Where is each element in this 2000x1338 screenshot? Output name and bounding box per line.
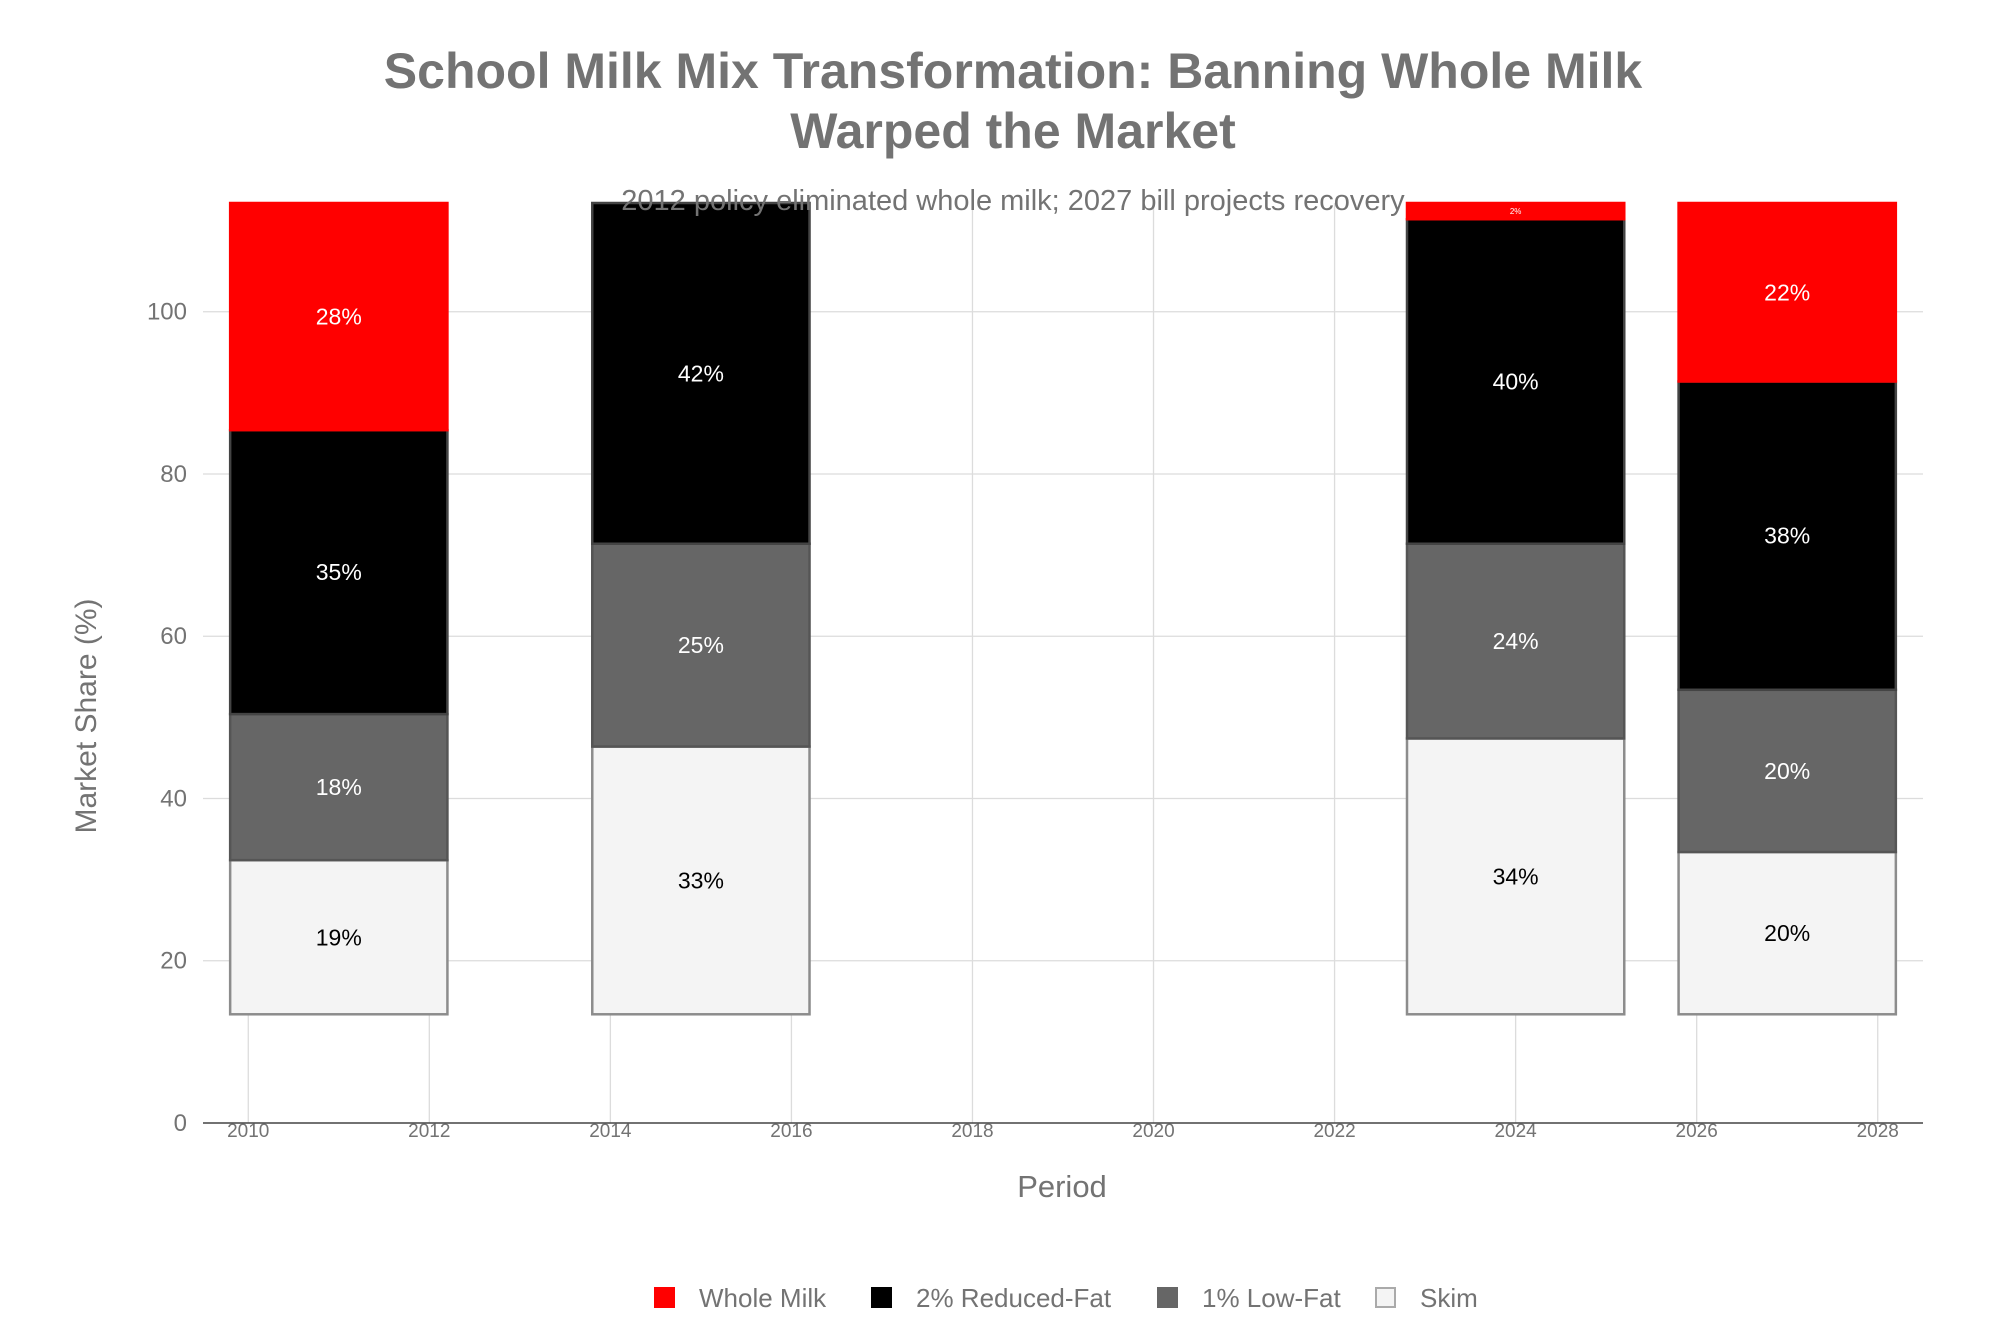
x-tick-label: 2016: [770, 1121, 812, 1142]
bar-value-label: 25%: [678, 632, 724, 658]
legend-label: 1% Low-Fat: [1202, 1283, 1341, 1313]
bar-segment-skim: [1677, 850, 1898, 1016]
bar-segment-2-reduced-fat: [1405, 217, 1626, 545]
legend-label: Whole Milk: [699, 1283, 827, 1313]
bar-value-label: 19%: [316, 924, 362, 950]
chart-title-line-1: School Milk Mix Transformation: Banning …: [384, 43, 1643, 99]
bar-segment-1-low-fat: [1677, 688, 1898, 854]
bar-segment-skim: [228, 858, 449, 1016]
bar-value-label: 18%: [316, 774, 362, 800]
y-tick-label: 100: [147, 299, 187, 326]
bar-segment-whole-milk: [228, 201, 449, 432]
bar-segment-whole-milk: [1677, 201, 1898, 383]
x-tick-label: 2020: [1132, 1121, 1174, 1142]
x-tick-label: 2018: [951, 1121, 993, 1142]
bar-value-label: 40%: [1493, 369, 1539, 395]
bar-value-label: 22%: [1764, 279, 1810, 305]
bar-value-label: 28%: [316, 304, 362, 330]
bar-segment-1-low-fat: [1405, 542, 1626, 740]
legend: Whole Milk 2% Reduced-Fat 1% Low-Fat Skim: [654, 1283, 1478, 1313]
gridlines: [203, 203, 1923, 1123]
bar-value-label: 2%: [1510, 207, 1522, 216]
bar-segment-2-reduced-fat: [228, 428, 449, 716]
y-tick-labels: 0 20 40 60 80 100: [147, 299, 187, 1137]
y-tick-label: 20: [160, 948, 187, 975]
x-tick-label: 2010: [227, 1121, 269, 1142]
bars: 19% 18% 35% 28% 33% 25% 42% 34% 24% 40% 2% 20% 20% 38…: [228, 201, 1898, 1016]
bar-segment-skim: [1405, 737, 1626, 1016]
bar-segment-2-reduced-fat: [591, 201, 811, 545]
bar-value-label: 24%: [1493, 628, 1539, 654]
x-tick-label: 2012: [408, 1121, 450, 1142]
y-tick-label: 60: [160, 623, 187, 650]
legend-swatch-skim: [1375, 1287, 1396, 1308]
bar-value-label: 42%: [678, 360, 724, 386]
bar-segment-skim: [591, 745, 811, 1016]
bar-segment-2-reduced-fat: [1677, 380, 1898, 692]
y-tick-label: 80: [160, 461, 187, 488]
x-axis-title: Period: [1017, 1169, 1107, 1204]
y-axis-title: Market Share (%): [70, 598, 103, 833]
x-tick-label: 2026: [1676, 1121, 1718, 1142]
x-tick-label: 2024: [1494, 1121, 1537, 1142]
x-tick-label: 2022: [1313, 1121, 1355, 1142]
legend-label: 2% Reduced-Fat: [916, 1283, 1112, 1313]
bar-segment-1-low-fat: [591, 542, 811, 748]
x-tick-labels: 2010 2012 2014 2016 2018 2020 2022 2024 2026 2028: [227, 1121, 1899, 1142]
legend-swatch-whole-milk: [654, 1287, 675, 1308]
y-tick-label: 40: [160, 785, 187, 812]
chart-subtitle: 2012 policy eliminated whole milk; 2027 …: [621, 185, 1405, 217]
legend-label: Skim: [1420, 1283, 1478, 1313]
y-tick-label: 0: [174, 1110, 187, 1137]
x-tick-label: 2014: [589, 1121, 632, 1142]
legend-swatch-1-low-fat: [1157, 1287, 1178, 1308]
bar-segment-1-low-fat: [228, 712, 449, 862]
bar-value-label: 20%: [1764, 920, 1810, 946]
legend-swatch-2-reduced-fat: [871, 1287, 892, 1308]
bar-segment-whole-milk: [1405, 201, 1626, 221]
chart-title-line-2: Warped the Market: [790, 103, 1236, 159]
x-tick-label: 2028: [1857, 1121, 1899, 1142]
bar-value-label: 33%: [678, 867, 724, 893]
bar-value-label: 34%: [1493, 863, 1539, 889]
bar-value-label: 20%: [1764, 758, 1810, 784]
bar-value-label: 38%: [1764, 523, 1810, 549]
bar-value-label: 35%: [316, 559, 362, 585]
